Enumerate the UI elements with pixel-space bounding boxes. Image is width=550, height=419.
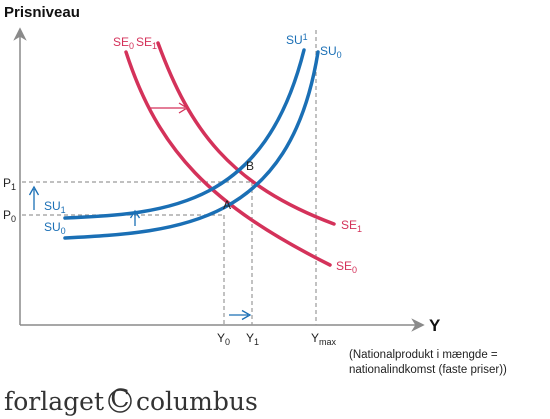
su1-curve [63, 48, 306, 220]
ymax-label: Ymax [311, 331, 337, 347]
se1-end-label: SE1 [341, 218, 362, 234]
publisher-word-columbus: columbus [136, 387, 258, 416]
supply-shift-arrow [129, 209, 141, 226]
y1-label: Y1 [246, 331, 259, 347]
publisher-word-forlaget: forlaget [4, 387, 104, 416]
x-axis-note-line1: (Nationalprodukt i mængde = [349, 349, 498, 361]
point-a-label: A [223, 198, 231, 212]
output-increase-arrow [229, 309, 252, 321]
su0-curve [63, 50, 320, 240]
x-axis-note-line2: nationalindkomst (faste priser)) [349, 364, 507, 376]
copyright-circle-icon [108, 389, 132, 413]
p0-label: P0 [3, 208, 16, 224]
p1-label: P1 [3, 176, 16, 192]
diagram-title: Prisniveau [4, 4, 80, 21]
se0-label: SE0 [113, 35, 134, 51]
x-axis-label: Y [429, 316, 441, 335]
point-b-label: B [246, 159, 254, 173]
su1-label: SU1 [286, 32, 308, 47]
se0-end-label: SE0 [336, 259, 357, 275]
demand-shift-arrow [150, 102, 189, 114]
copyright-letter: C [110, 384, 129, 413]
su0-label: SU0 [320, 44, 342, 60]
price-increase-arrow [28, 185, 40, 210]
se1-label: SE1 [136, 35, 157, 51]
se0-curve [124, 50, 332, 267]
y0-label: Y0 [217, 331, 230, 347]
se1-curve [156, 41, 336, 226]
publisher-logo: forlaget C columbus [4, 384, 258, 416]
su0-start-label: SU0 [44, 220, 66, 236]
su1-start-label: SU1 [44, 199, 66, 215]
